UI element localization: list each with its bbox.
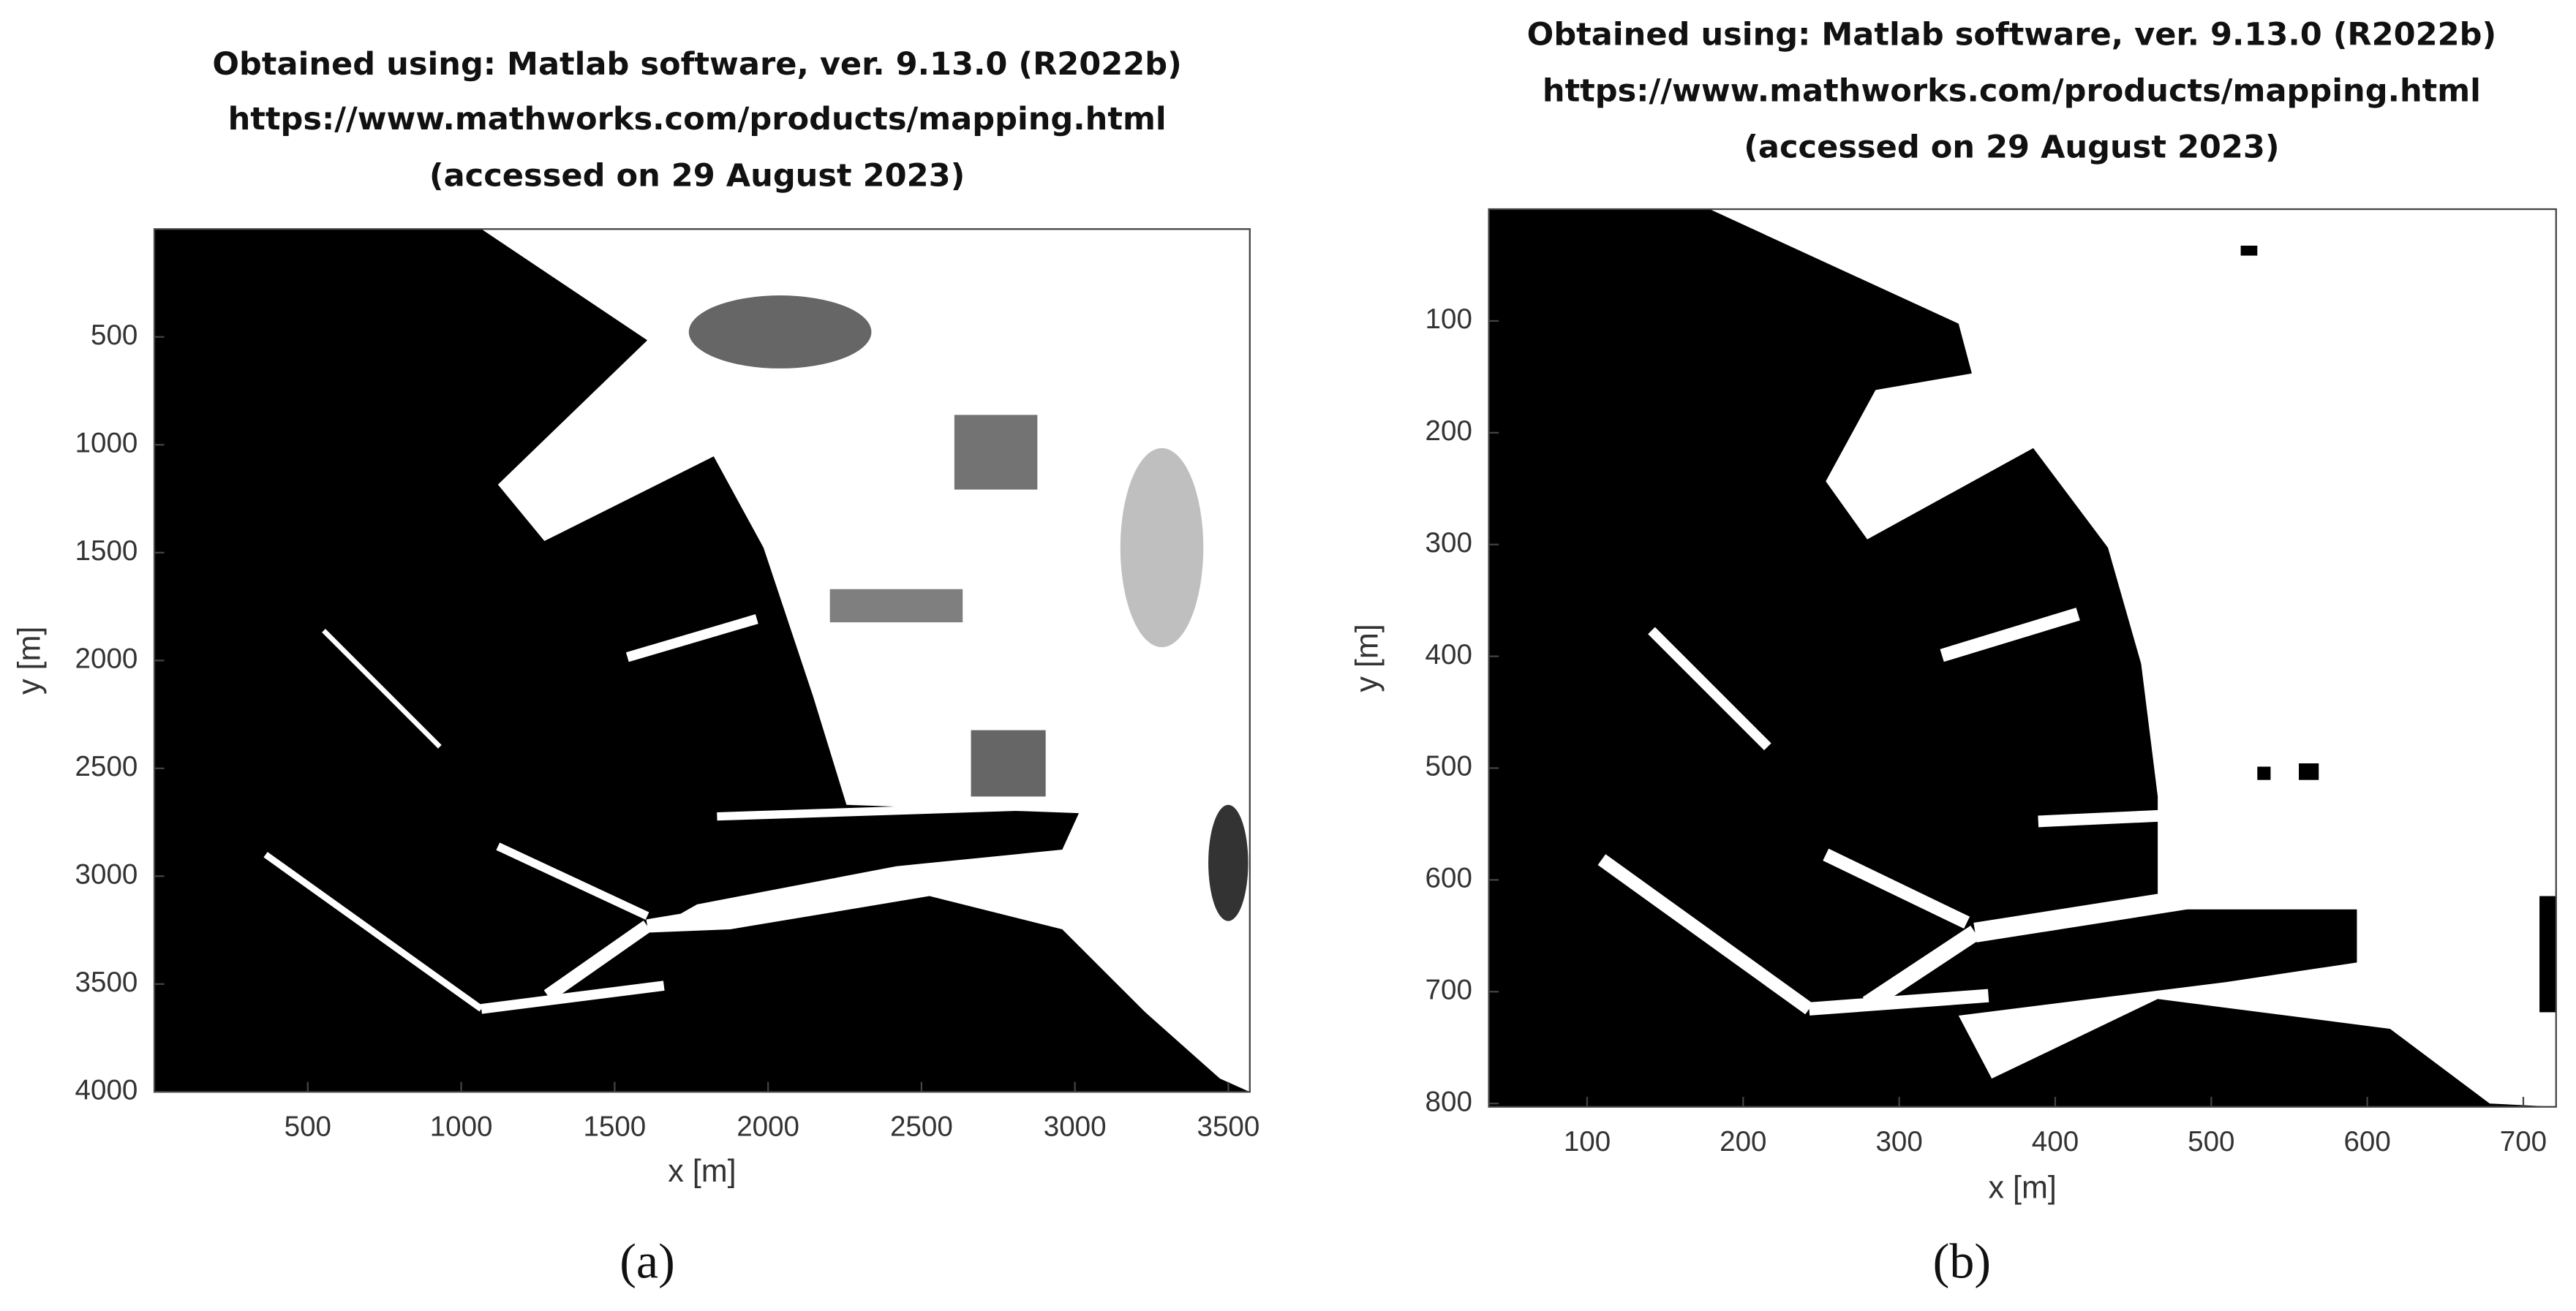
y-axis-label: y [m] xyxy=(1350,624,1385,692)
chart-title: (accessed on 29 August 2023) xyxy=(429,157,965,194)
axes-frame xyxy=(1488,208,2557,1108)
panel-label: (a) xyxy=(619,1233,675,1288)
map-image-a xyxy=(154,229,1250,1092)
x-tick-label: 500 xyxy=(2188,1126,2234,1157)
x-tick-label: 700 xyxy=(2500,1126,2547,1157)
chart-title: https://www.mathworks.com/products/mappi… xyxy=(1543,73,2481,110)
x-tick-label: 3000 xyxy=(1044,1111,1107,1142)
y-tick-label: 3500 xyxy=(75,967,138,998)
x-tick-label: 500 xyxy=(285,1111,331,1142)
panel-label: (b) xyxy=(1933,1233,1991,1288)
map-image-b xyxy=(1488,209,2556,1107)
chart-title: (accessed on 29 August 2023) xyxy=(1744,129,2279,166)
x-tick-label: 300 xyxy=(1875,1126,1922,1157)
y-tick-label: 700 xyxy=(1426,974,1472,1005)
y-tick-label: 400 xyxy=(1426,639,1472,670)
y-tick-label: 300 xyxy=(1426,527,1472,559)
y-axis-label: y [m] xyxy=(12,627,47,695)
x-axis-label: x [m] xyxy=(668,1154,736,1189)
y-tick-label: 1000 xyxy=(75,427,138,458)
x-tick-label: 3500 xyxy=(1197,1111,1260,1142)
y-tick-label: 500 xyxy=(91,320,138,351)
chart-title: Obtained using: Matlab software, ver. 9.… xyxy=(212,46,1182,83)
y-tick-label: 100 xyxy=(1426,303,1472,335)
y-tick-label: 2500 xyxy=(75,751,138,782)
x-axis-label: x [m] xyxy=(1988,1171,2056,1206)
y-tick-label: 600 xyxy=(1426,863,1472,894)
x-tick-label: 100 xyxy=(1564,1126,1611,1157)
x-tick-label: 400 xyxy=(2032,1126,2079,1157)
y-tick-label: 800 xyxy=(1426,1086,1472,1117)
chart-title: Obtained using: Matlab software, ver. 9.… xyxy=(1527,16,2497,53)
x-tick-label: 1500 xyxy=(583,1111,646,1142)
y-tick-label: 2000 xyxy=(75,643,138,674)
y-tick-label: 500 xyxy=(1426,751,1472,782)
chart-title: https://www.mathworks.com/products/mappi… xyxy=(228,101,1167,137)
y-tick-label: 1500 xyxy=(75,535,138,567)
x-tick-label: 2500 xyxy=(890,1111,953,1142)
x-tick-label: 2000 xyxy=(737,1111,799,1142)
x-tick-label: 1000 xyxy=(430,1111,493,1142)
x-tick-label: 200 xyxy=(1720,1126,1766,1157)
y-tick-label: 4000 xyxy=(75,1075,138,1106)
x-tick-label: 600 xyxy=(2343,1126,2390,1157)
y-tick-label: 3000 xyxy=(75,859,138,891)
y-tick-label: 200 xyxy=(1426,415,1472,447)
